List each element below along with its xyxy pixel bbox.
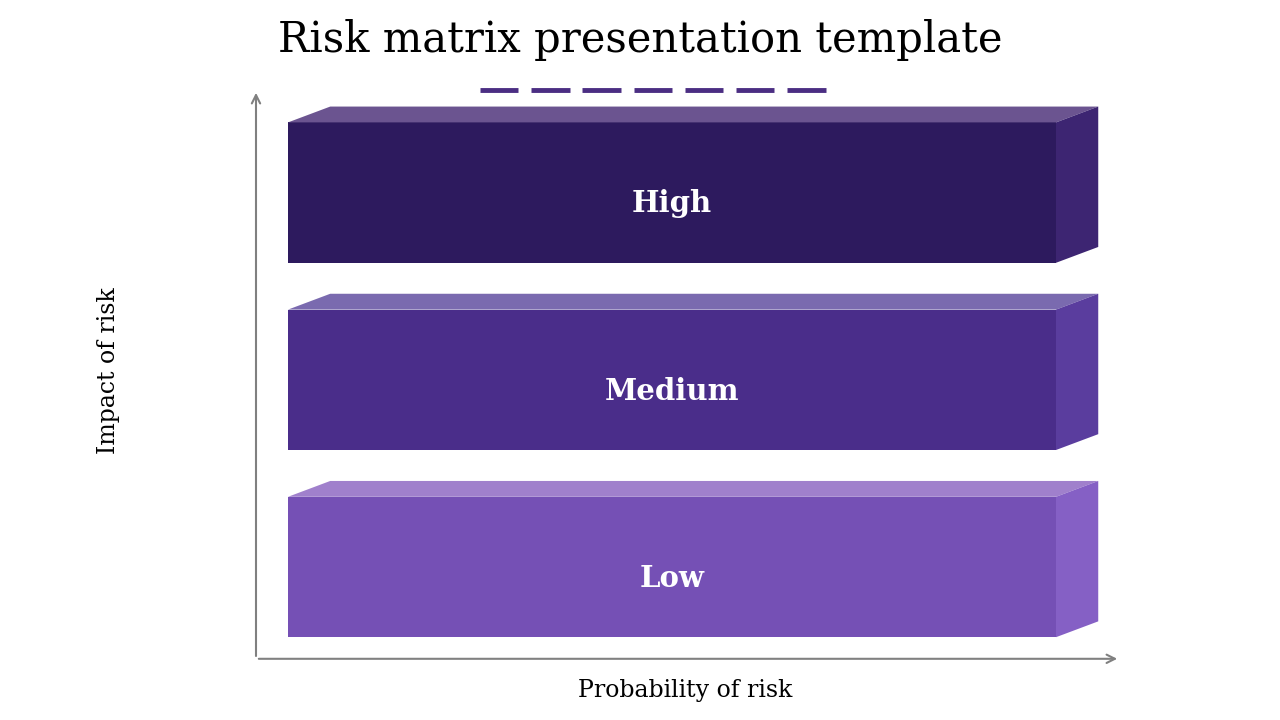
Text: Probability of risk: Probability of risk: [577, 679, 792, 702]
Polygon shape: [1056, 107, 1098, 263]
Polygon shape: [288, 481, 1098, 497]
Polygon shape: [288, 310, 1056, 450]
Polygon shape: [288, 294, 1098, 310]
Text: Medium: Medium: [604, 377, 740, 405]
Polygon shape: [288, 107, 1098, 122]
Polygon shape: [288, 497, 1056, 637]
Polygon shape: [1056, 294, 1098, 450]
Text: Risk matrix presentation template: Risk matrix presentation template: [278, 19, 1002, 60]
Text: High: High: [632, 189, 712, 218]
Polygon shape: [1056, 481, 1098, 637]
Polygon shape: [288, 122, 1056, 263]
Text: Impact of risk: Impact of risk: [97, 287, 120, 454]
Text: Low: Low: [640, 564, 704, 593]
